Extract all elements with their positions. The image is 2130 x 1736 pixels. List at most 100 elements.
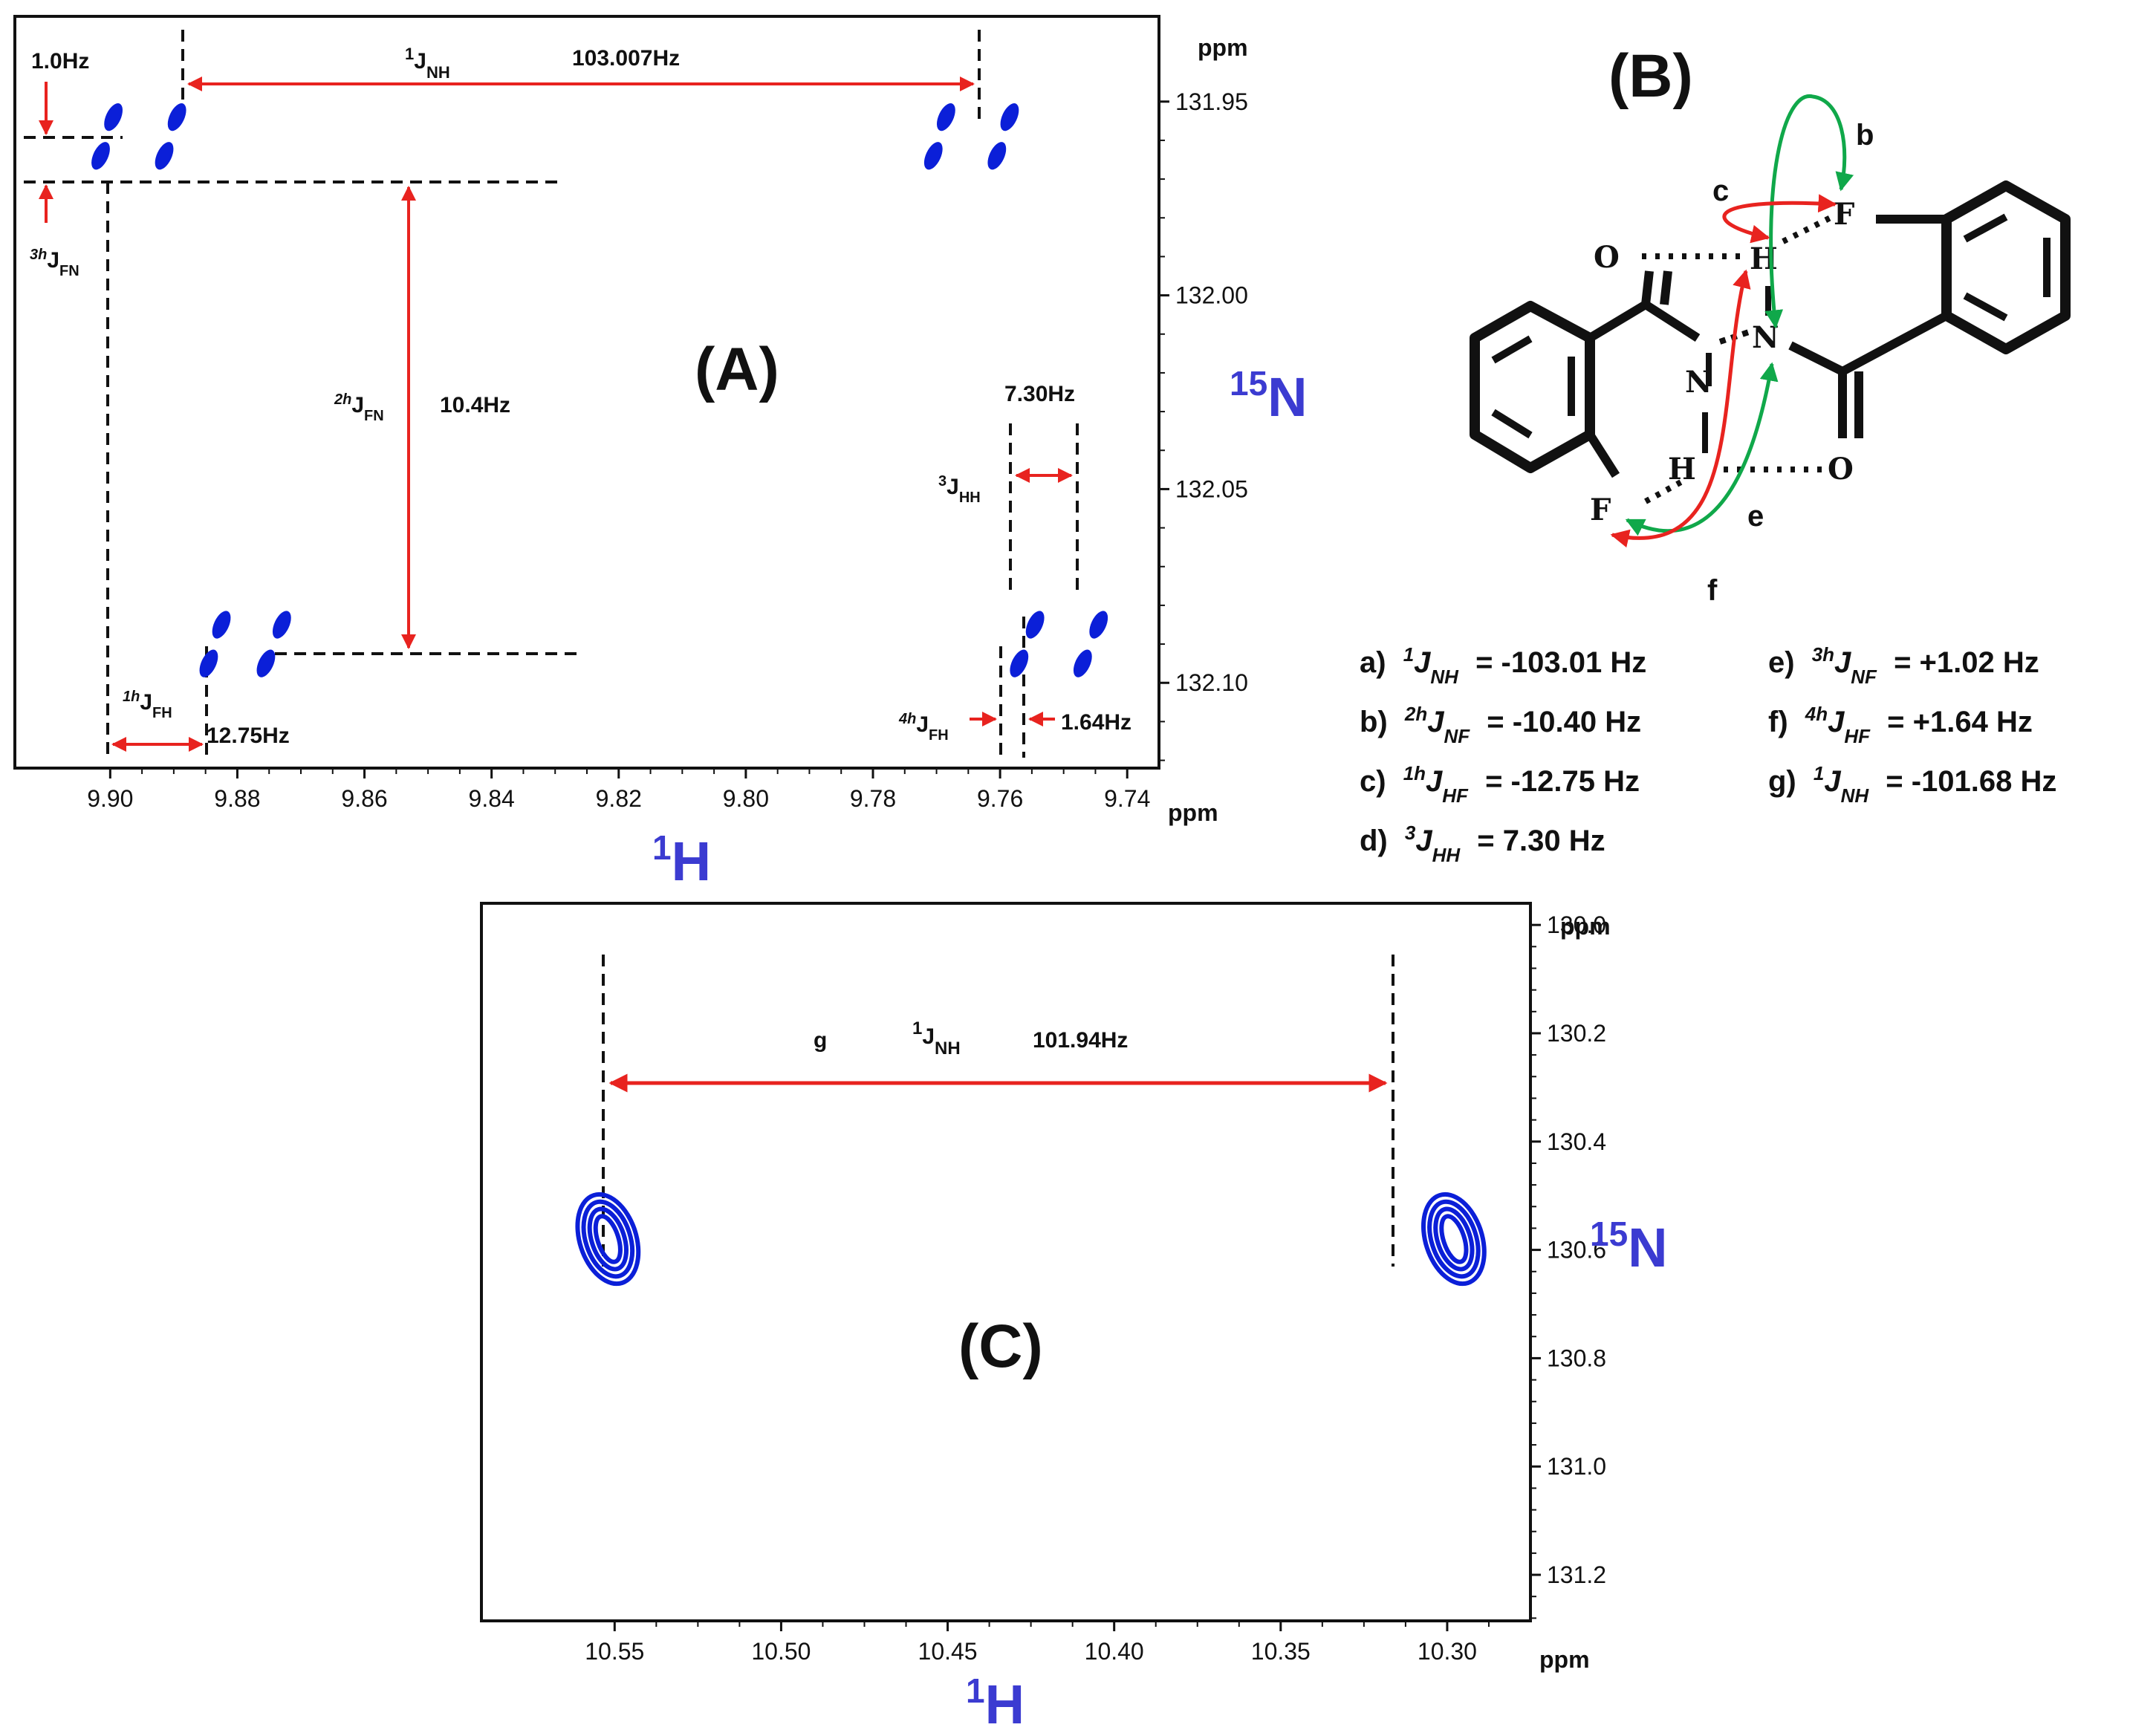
coupling-key: d) [1360, 825, 1396, 857]
panel-a-x-axis: 9.90 9.88 9.86 9.84 9.82 9.80 9.78 9.76 9.74 [87, 768, 1150, 812]
panel-c: 10.55 10.50 10.45 10.40 10.35 10.30 130.0130.… [480, 902, 1668, 1735]
bond [1660, 270, 1672, 305]
panel-c-guides [602, 955, 1394, 1267]
atom-f: F [1590, 492, 1611, 527]
curve-f [1610, 269, 1751, 548]
coupling-sup: 1h [1403, 762, 1426, 784]
bond [1840, 311, 1949, 376]
coupling-sub: HH [1432, 844, 1461, 866]
peak-contour [1433, 1206, 1475, 1272]
panel-a-peaks [91, 103, 1108, 677]
atom-n: N [1685, 365, 1712, 400]
jnh-value-c: 101.94Hz [1033, 1028, 1128, 1053]
cross-peak [155, 142, 174, 170]
coupling-j: J [1824, 765, 1841, 798]
x-tick-label: 10.45 [918, 1638, 978, 1665]
panel-c-peaks [575, 1192, 1487, 1287]
j4h-fh-value: 1.64Hz [1061, 710, 1131, 735]
cross-peak [212, 611, 231, 639]
y-tick-label: 132.10 [1175, 669, 1248, 696]
x-tick-label: 10.30 [1418, 1638, 1477, 1665]
atom-f: F [1834, 197, 1854, 232]
coupling-j: J [1426, 765, 1443, 798]
coupling-entry: e) 3hJNF = +1.02 Hz [1768, 643, 2039, 688]
panel-a-y-axis: 131.95 132.00 132.05 132.10 [1159, 88, 1248, 761]
cross-peak [91, 142, 110, 170]
cross-peak [167, 103, 186, 131]
j4h-fh-label: 4hJFH [898, 711, 949, 744]
j3-hh-value: 7.30Hz [1004, 382, 1075, 406]
cross-peak [1000, 103, 1019, 131]
cross-peak [1420, 1192, 1487, 1287]
j2h-fn-label: 2hJFN [334, 391, 384, 424]
panel-a-x-nucleus: 1H [652, 828, 711, 892]
panel-a-plot-frame [13, 15, 1160, 770]
coupling-key: b) [1360, 706, 1396, 738]
coupling-sup: 3 [1405, 822, 1416, 844]
cross-peak [575, 1192, 641, 1287]
coupling-value: = +1.64 Hz [1879, 706, 2033, 738]
coupling-j: J [1427, 706, 1444, 738]
cross-peak [1089, 611, 1108, 639]
cross-peak [1073, 649, 1092, 677]
coupling-key: a) [1360, 646, 1394, 679]
panel-a-label: (A) [695, 336, 779, 403]
j1h-fh-value: 12.75Hz [207, 724, 290, 748]
cross-peak [923, 142, 943, 170]
y-tick-label: 131.2 [1547, 1561, 1606, 1588]
coupling-key: f) [1768, 706, 1796, 738]
panel-a: 9.90 9.88 9.86 9.84 9.82 9.80 9.78 9.76 9.74 131… [13, 15, 1308, 892]
x-tick-label: 9.84 [469, 785, 515, 812]
peak-contour [587, 1206, 629, 1272]
coupling-key: g) [1768, 765, 1805, 798]
curve-label-b: b [1856, 119, 1874, 152]
aromatic-bond [1491, 409, 1533, 439]
peak-contour [1439, 1214, 1469, 1264]
jnh-value: 103.007Hz [572, 46, 680, 71]
panel-c-x-nucleus: 1H [966, 1671, 1025, 1735]
panel-a-y-unit: ppm [1198, 34, 1248, 61]
atom-h: H [1668, 452, 1696, 487]
coupling-sub: HF [1442, 784, 1469, 807]
coupling-value: = -101.68 Hz [1877, 765, 2056, 798]
coupling-entry: a) 1JNH = -103.01 Hz [1360, 643, 1646, 688]
coupling-entry: b) 2hJNF = -10.40 Hz [1360, 703, 1641, 747]
atom-o: O [1594, 240, 1620, 275]
coupling-entry: g) 1JNH = -101.68 Hz [1768, 762, 2056, 807]
x-tick-label: 10.55 [585, 1638, 644, 1665]
panel-a-y-nucleus: 15N [1230, 364, 1308, 428]
curve-c [1722, 194, 1837, 244]
bond [1643, 300, 1701, 342]
panel-c-y-unit: ppm [1560, 913, 1611, 940]
cross-peak [104, 103, 123, 131]
cross-peak [1010, 649, 1029, 677]
bond [1587, 300, 1649, 342]
x-tick-label: 9.76 [977, 785, 1023, 812]
coupling-sup: 2h [1404, 703, 1427, 725]
coupling-key: c) [1360, 765, 1394, 798]
hz-1-label: 1.0Hz [31, 49, 89, 74]
coupling-key: e) [1768, 646, 1803, 679]
y-tick-label: 130.2 [1547, 1020, 1606, 1047]
x-tick-label: 10.50 [751, 1638, 811, 1665]
coupling-entry: c) 1hJHF = -12.75 Hz [1360, 762, 1640, 807]
coupling-j: J [1414, 646, 1431, 679]
coupling-sub: NF [1444, 725, 1470, 747]
bond [1641, 270, 1654, 305]
coupling-constant-list: a) 1JNH = -103.01 Hz b) 2hJNF = -10.40 Hz… [1360, 643, 2056, 866]
aromatic-bond [1963, 292, 2008, 322]
panel-c-y-nucleus: 15N [1590, 1215, 1668, 1278]
peak-contour [593, 1214, 623, 1264]
coupling-value: = -103.01 Hz [1467, 646, 1646, 679]
atom-o: O [1828, 452, 1854, 487]
panel-a-arrows [39, 77, 1073, 752]
x-tick-label: 10.35 [1251, 1638, 1311, 1665]
curve-label-c: c [1712, 175, 1729, 207]
x-tick-label: 10.40 [1085, 1638, 1144, 1665]
peak-contour [1420, 1192, 1487, 1287]
cross-peak [987, 142, 1007, 170]
coupling-entry: d) 3JHH = 7.30 Hz [1360, 822, 1605, 866]
coupling-sup: 1 [1403, 643, 1414, 666]
coupling-sub: NF [1851, 666, 1877, 688]
j3h-fn-label: 3hJFN [30, 247, 79, 279]
